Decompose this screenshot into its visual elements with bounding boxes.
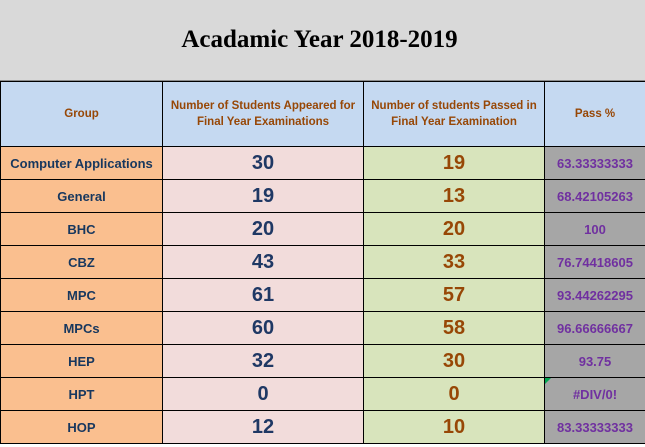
table-row: General 19 13 68.42105263 xyxy=(0,179,645,213)
appeared-cell[interactable]: 19 xyxy=(162,179,364,213)
appeared-cell[interactable]: 0 xyxy=(162,377,364,411)
appeared-cell[interactable]: 32 xyxy=(162,344,364,378)
table-row: HEP 32 30 93.75 xyxy=(0,344,645,378)
pass-pct-cell[interactable]: 76.74418605 xyxy=(544,245,645,279)
group-cell[interactable]: BHC xyxy=(0,212,163,246)
header-passed[interactable]: Number of students Passed in Final Year … xyxy=(363,81,545,147)
passed-cell[interactable]: 0 xyxy=(363,377,545,411)
sheet-title: Acadamic Year 2018-2019 xyxy=(181,26,458,53)
passed-cell[interactable]: 13 xyxy=(363,179,545,213)
pass-pct-cell[interactable]: 93.44262295 xyxy=(544,278,645,312)
group-cell[interactable]: HPT xyxy=(0,377,163,411)
pass-pct-cell-error[interactable]: #DIV/0! xyxy=(544,377,645,411)
pass-pct-cell[interactable]: 100 xyxy=(544,212,645,246)
table-row: BHC 20 20 100 xyxy=(0,212,645,246)
header-pass-pct[interactable]: Pass % xyxy=(544,81,645,147)
group-cell[interactable]: MPC xyxy=(0,278,163,312)
pass-pct-cell[interactable]: 68.42105263 xyxy=(544,179,645,213)
group-cell[interactable]: CBZ xyxy=(0,245,163,279)
appeared-cell[interactable]: 43 xyxy=(162,245,364,279)
header-group[interactable]: Group xyxy=(0,81,163,147)
pass-pct-cell[interactable]: 96.66666667 xyxy=(544,311,645,345)
group-cell[interactable]: MPCs xyxy=(0,311,163,345)
appeared-cell[interactable]: 61 xyxy=(162,278,364,312)
pass-pct-cell[interactable]: 93.75 xyxy=(544,344,645,378)
pass-pct-cell[interactable]: 63.33333333 xyxy=(544,146,645,180)
group-cell[interactable]: General xyxy=(0,179,163,213)
passed-cell[interactable]: 10 xyxy=(363,410,545,444)
table-row: HOP 12 10 83.33333333 xyxy=(0,410,645,444)
table-row: HPT 0 0 #DIV/0! xyxy=(0,377,645,411)
appeared-cell[interactable]: 60 xyxy=(162,311,364,345)
table-row: MPCs 60 58 96.66666667 xyxy=(0,311,645,345)
title-band[interactable]: Acadamic Year 2018-2019 xyxy=(0,0,645,81)
table-row: MPC 61 57 93.44262295 xyxy=(0,278,645,312)
passed-cell[interactable]: 57 xyxy=(363,278,545,312)
appeared-cell[interactable]: 30 xyxy=(162,146,364,180)
results-table: Group Number of Students Appeared for Fi… xyxy=(0,81,645,444)
passed-cell[interactable]: 30 xyxy=(363,344,545,378)
table-row: CBZ 43 33 76.74418605 xyxy=(0,245,645,279)
passed-cell[interactable]: 19 xyxy=(363,146,545,180)
passed-cell[interactable]: 58 xyxy=(363,311,545,345)
table-header-row: Group Number of Students Appeared for Fi… xyxy=(0,81,645,147)
group-cell[interactable]: HEP xyxy=(0,344,163,378)
group-cell[interactable]: Computer Applications xyxy=(0,146,163,180)
passed-cell[interactable]: 33 xyxy=(363,245,545,279)
table-row: Computer Applications 30 19 63.33333333 xyxy=(0,146,645,180)
error-indicator-icon[interactable] xyxy=(545,378,551,384)
pass-pct-cell[interactable]: 83.33333333 xyxy=(544,410,645,444)
appeared-cell[interactable]: 12 xyxy=(162,410,364,444)
error-value: #DIV/0! xyxy=(572,386,618,402)
group-cell[interactable]: HOP xyxy=(0,410,163,444)
passed-cell[interactable]: 20 xyxy=(363,212,545,246)
appeared-cell[interactable]: 20 xyxy=(162,212,364,246)
header-appeared[interactable]: Number of Students Appeared for Final Ye… xyxy=(162,81,364,147)
